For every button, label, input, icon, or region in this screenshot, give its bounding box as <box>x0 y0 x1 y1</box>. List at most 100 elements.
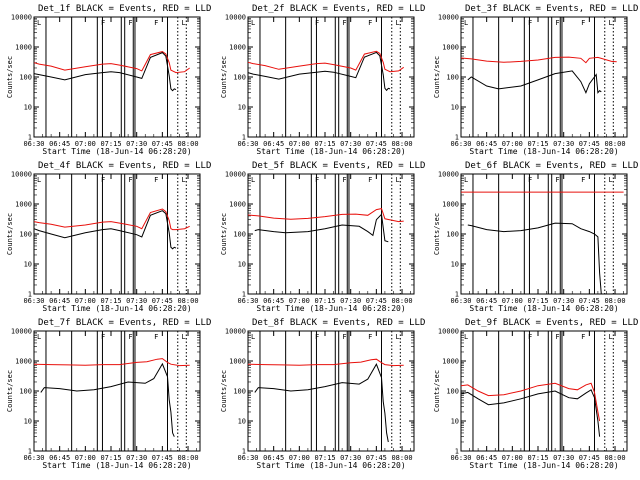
x-tick-label: 07:15 <box>527 454 548 462</box>
y-tick-label: 10000 <box>225 14 246 22</box>
y-tick-label: 1 <box>28 291 32 299</box>
x-tick-label: 07:30 <box>553 297 574 305</box>
corner-mark: F <box>555 19 559 27</box>
corner-mark: F <box>528 176 532 184</box>
y-tick-label: 100 <box>446 388 459 396</box>
corner-mark: F <box>528 333 532 341</box>
y-tick-label: 1 <box>242 448 246 456</box>
y-tick-label: 10 <box>238 104 246 112</box>
panel-title: Det_2f BLACK = Events, RED = LLD <box>252 4 425 14</box>
corner-mark: F <box>315 19 319 27</box>
x-tick-label: 08:00 <box>391 454 412 462</box>
x-axis-label: Start Time (18-Jun-14 06:28:20) <box>256 304 405 313</box>
x-tick-label: 06:45 <box>476 454 497 462</box>
x-tick-label: 07:30 <box>553 454 574 462</box>
detector-panel: Det_6f BLACK = Events, RED = LLD 1 10 100 10… <box>433 161 638 313</box>
x-tick-label: 06:45 <box>49 454 70 462</box>
x-tick-label: 07:15 <box>314 297 335 305</box>
y-tick-label: 10 <box>24 104 32 112</box>
y-tick-label: 1000 <box>229 358 246 366</box>
corner-mark: L <box>251 333 255 341</box>
y-tick-label: 1 <box>28 448 32 456</box>
y-tick-label: 1 <box>28 134 32 142</box>
y-tick-label: 1000 <box>229 201 246 209</box>
y-tick-label: 10 <box>451 418 459 426</box>
x-tick-label: 06:45 <box>263 140 284 148</box>
corner-mark: L <box>181 333 185 341</box>
x-tick-label: 07:15 <box>314 140 335 148</box>
y-axis-label: Counts/sec <box>6 213 14 255</box>
y-axis-label: Counts/sec <box>433 370 441 412</box>
detector-panel: Det_3f BLACK = Events, RED = LLD 1 10 100 10… <box>433 4 638 156</box>
corner-mark: F <box>101 19 105 27</box>
lld-series-line <box>33 208 190 231</box>
y-tick-label: 1 <box>242 134 246 142</box>
y-tick-label: 1000 <box>15 201 32 209</box>
events-series-line <box>254 213 389 243</box>
x-tick-label: 06:30 <box>237 454 258 462</box>
x-tick-label: 07:45 <box>579 140 600 148</box>
events-series-line <box>247 51 391 92</box>
corner-mark: L <box>181 176 185 184</box>
panel-title: Det_8f BLACK = Events, RED = LLD <box>252 318 425 328</box>
corner-mark: F <box>581 176 585 184</box>
y-tick-label: 10000 <box>11 328 32 336</box>
y-tick-label: 1 <box>455 448 459 456</box>
lld-series-line <box>247 50 404 73</box>
y-tick-label: 10000 <box>438 171 459 179</box>
x-tick-label: 08:00 <box>177 140 198 148</box>
y-tick-label: 1000 <box>442 44 459 52</box>
y-tick-label: 100 <box>19 388 32 396</box>
x-tick-label: 07:00 <box>502 140 523 148</box>
corner-mark: L <box>608 333 612 341</box>
corner-mark: F <box>101 176 105 184</box>
y-tick-label: 1000 <box>15 44 32 52</box>
corner-mark: L <box>608 19 612 27</box>
lld-series-line <box>33 358 190 367</box>
y-tick-label: 10 <box>451 261 459 269</box>
x-tick-label: 07:45 <box>366 297 387 305</box>
x-axis-label: Start Time (18-Jun-14 06:28:20) <box>42 147 191 156</box>
x-tick-label: 08:00 <box>391 140 412 148</box>
y-tick-label: 100 <box>446 231 459 239</box>
x-tick-label: 07:30 <box>340 297 361 305</box>
y-tick-label: 10 <box>451 104 459 112</box>
panel-title: Det_4f BLACK = Events, RED = LLD <box>38 161 211 171</box>
y-tick-label: 10000 <box>438 328 459 336</box>
x-tick-label: 06:30 <box>23 140 44 148</box>
x-tick-label: 06:45 <box>49 297 70 305</box>
corner-mark: F <box>581 333 585 341</box>
corner-mark: L <box>464 176 468 184</box>
plot-frame <box>247 173 415 295</box>
x-tick-label: 07:30 <box>340 140 361 148</box>
corner-mark: F <box>581 19 585 27</box>
x-tick-label: 07:45 <box>366 140 387 148</box>
panel-title: Det_7f BLACK = Events, RED = LLD <box>38 318 211 328</box>
lld-series-line <box>247 208 404 223</box>
x-tick-label: 07:00 <box>75 297 96 305</box>
y-tick-label: 10 <box>238 418 246 426</box>
events-series-line <box>40 362 175 437</box>
y-tick-label: 100 <box>233 231 246 239</box>
corner-mark: F <box>368 176 372 184</box>
y-tick-label: 10 <box>24 418 32 426</box>
y-tick-label: 100 <box>233 74 246 82</box>
y-tick-label: 1 <box>455 291 459 299</box>
x-axis-label: Start Time (18-Jun-14 06:28:20) <box>256 147 405 156</box>
corner-mark: F <box>342 19 346 27</box>
corner-mark: L <box>395 176 399 184</box>
corner-mark: F <box>154 19 158 27</box>
corner-mark: F <box>315 333 319 341</box>
y-tick-label: 10 <box>24 261 32 269</box>
x-tick-label: 07:30 <box>126 297 147 305</box>
corner-mark: L <box>608 176 612 184</box>
x-tick-label: 07:45 <box>579 454 600 462</box>
events-series-line <box>467 222 602 295</box>
x-axis-label: Start Time (18-Jun-14 06:28:20) <box>469 147 618 156</box>
x-tick-label: 07:45 <box>152 140 173 148</box>
detector-panel: Det_7f BLACK = Events, RED = LLD 1 10 100 10… <box>6 318 211 470</box>
y-axis-label: Counts/sec <box>220 213 228 255</box>
x-tick-label: 07:15 <box>314 454 335 462</box>
lld-series-line <box>460 56 617 64</box>
